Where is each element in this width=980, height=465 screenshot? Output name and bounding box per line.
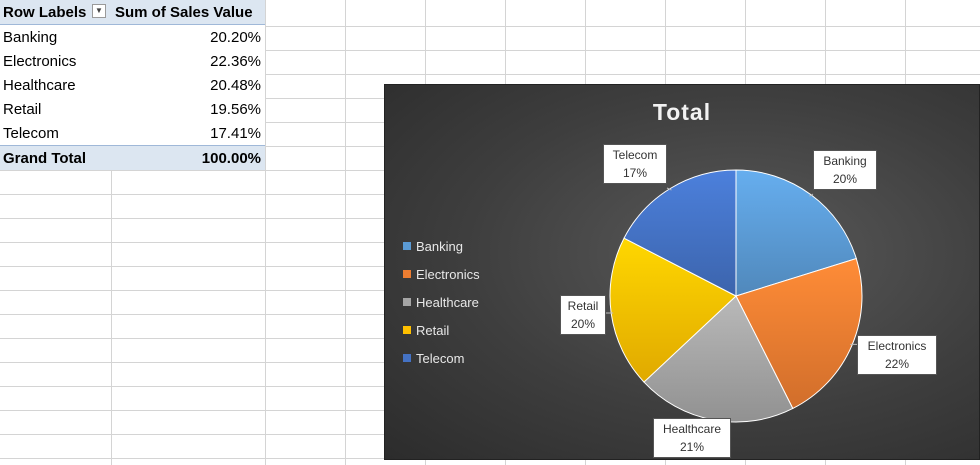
pie-chart[interactable]: Total Banking Electronics Healthcare Retail… bbox=[384, 84, 980, 460]
legend-swatch bbox=[403, 242, 411, 250]
grand-total-value: 100.00% bbox=[201, 149, 261, 167]
legend-label: Healthcare bbox=[416, 294, 479, 310]
data-label-leader-line bbox=[809, 193, 814, 197]
pivot-table: Row Labels ▼ Sum of Sales Value Banking … bbox=[0, 0, 265, 170]
data-label-category: Banking bbox=[823, 154, 867, 168]
pivot-row-value: 20.20% bbox=[210, 28, 261, 46]
legend-item[interactable]: Healthcare bbox=[403, 288, 480, 316]
pie-plot-area[interactable] bbox=[385, 85, 980, 461]
grand-total-row[interactable]: Grand Total 100.00% bbox=[0, 145, 265, 170]
pivot-row-value: 17.41% bbox=[210, 124, 261, 142]
pie-slice-banking[interactable] bbox=[735, 169, 857, 297]
data-label-percent: 17% bbox=[622, 166, 648, 180]
pivot-row-value: 22.36% bbox=[210, 52, 261, 70]
data-label-percent: 22% bbox=[884, 357, 910, 371]
legend-swatch bbox=[403, 270, 411, 278]
pivot-row[interactable]: Banking 20.20% bbox=[0, 25, 265, 49]
filter-dropdown-button[interactable]: ▼ bbox=[92, 4, 106, 18]
legend-label: Telecom bbox=[416, 350, 465, 366]
pivot-row-label: Healthcare bbox=[3, 76, 76, 94]
pivot-row[interactable]: Telecom 17.41% bbox=[0, 121, 265, 145]
legend-item[interactable]: Electronics bbox=[403, 260, 480, 288]
chart-title[interactable]: Total bbox=[652, 99, 712, 125]
data-label-category: Telecom bbox=[612, 148, 658, 162]
pie-slice-electronics[interactable] bbox=[735, 257, 863, 410]
grand-total-label: Grand Total bbox=[3, 149, 87, 167]
data-label-category: Healthcare bbox=[662, 422, 722, 436]
pivot-row-value: 19.56% bbox=[210, 100, 261, 118]
data-label-retail[interactable]: Retail 20% bbox=[560, 295, 606, 335]
pivot-row[interactable]: Healthcare 20.48% bbox=[0, 73, 265, 97]
data-label-percent: 20% bbox=[832, 172, 858, 186]
data-label-electronics[interactable]: Electronics 22% bbox=[857, 335, 937, 375]
pivot-row-label: Banking bbox=[3, 28, 58, 46]
pivot-row[interactable]: Electronics 22.36% bbox=[0, 49, 265, 73]
data-label-percent: 21% bbox=[679, 440, 705, 454]
data-label-telecom[interactable]: Telecom 17% bbox=[603, 144, 667, 184]
legend-label: Retail bbox=[416, 322, 450, 338]
legend-swatch bbox=[403, 326, 411, 334]
pivot-row[interactable]: Retail 19.56% bbox=[0, 97, 265, 121]
legend-item[interactable]: Telecom bbox=[403, 344, 480, 372]
data-label-healthcare[interactable]: Healthcare 21% bbox=[653, 418, 731, 458]
data-label-leader-line bbox=[666, 187, 672, 191]
pivot-row-label: Telecom bbox=[3, 124, 59, 142]
data-label-category: Retail bbox=[567, 299, 599, 313]
legend-item[interactable]: Banking bbox=[403, 232, 480, 260]
data-label-category: Electronics bbox=[867, 339, 927, 353]
row-labels-header[interactable]: Row Labels bbox=[3, 3, 87, 21]
pie-slice-telecom[interactable] bbox=[623, 169, 737, 297]
legend-item[interactable]: Retail bbox=[403, 316, 480, 344]
pivot-row-label: Retail bbox=[3, 100, 42, 118]
pivot-header-row: Row Labels ▼ Sum of Sales Value bbox=[0, 0, 265, 25]
legend-swatch bbox=[403, 298, 411, 306]
sum-of-sales-header[interactable]: Sum of Sales Value bbox=[115, 3, 253, 21]
data-label-percent: 20% bbox=[570, 317, 596, 331]
legend-label: Electronics bbox=[416, 266, 480, 282]
pivot-row-label: Electronics bbox=[3, 52, 77, 70]
chart-legend[interactable]: Banking Electronics Healthcare Retail Teleco… bbox=[403, 232, 480, 372]
pivot-row-value: 20.48% bbox=[210, 76, 261, 94]
legend-label: Banking bbox=[416, 238, 463, 254]
legend-swatch bbox=[403, 354, 411, 362]
data-label-banking[interactable]: Banking 20% bbox=[813, 150, 877, 190]
